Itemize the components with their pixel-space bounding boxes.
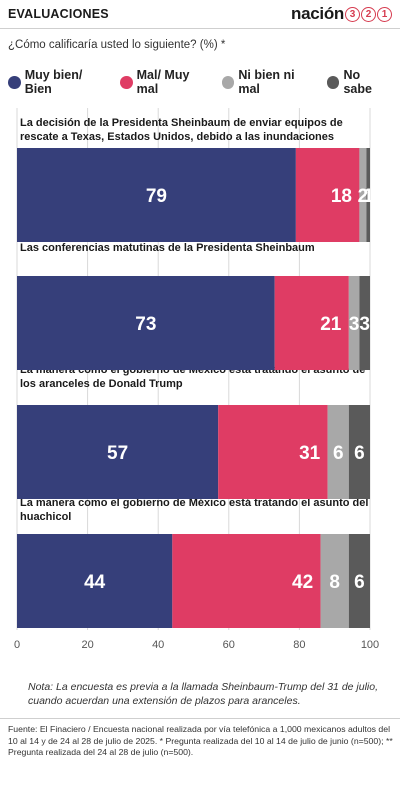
header: EVALUACIONES nación 3 2 1 xyxy=(0,0,400,30)
question-text: ¿Cómo calificaría usted lo siguiente? (%… xyxy=(8,39,226,51)
legend-item: No sabe xyxy=(326,68,391,96)
data-label: 6 xyxy=(354,443,365,464)
legend-label: No sabe xyxy=(343,68,372,96)
x-tick-label: 60 xyxy=(223,639,235,651)
legend-label: Mal/ Muy mal xyxy=(136,68,190,96)
data-label: 21 xyxy=(320,314,342,335)
category-label: La manera como el gobierno de México est… xyxy=(20,497,368,523)
category-label: Las conferencias matutinas de la Preside… xyxy=(20,242,315,254)
source-divider xyxy=(0,718,400,719)
bar-segment xyxy=(359,148,367,242)
header-divider xyxy=(0,28,400,29)
x-tick-label: 20 xyxy=(81,639,93,651)
x-tick-label: 0 xyxy=(14,639,20,651)
bar-segment xyxy=(17,534,173,628)
x-tick-label: 80 xyxy=(293,639,305,651)
brand-word: nación xyxy=(291,4,344,23)
legend-item: Mal/ Muy mal xyxy=(119,68,213,96)
data-label: 42 xyxy=(292,572,313,593)
bar-segment xyxy=(295,148,360,242)
source-text: Fuente: El Finaciero / Encuesta nacional… xyxy=(8,724,393,757)
bar-segment xyxy=(218,405,328,499)
data-label: 73 xyxy=(135,314,156,335)
legend-label: Ni bien ni mal xyxy=(238,68,295,96)
data-label: 6 xyxy=(333,443,344,464)
bar-segment xyxy=(17,148,296,242)
data-label: 6 xyxy=(354,572,365,593)
bar-segment xyxy=(359,276,370,370)
brand-digit: 2 xyxy=(361,6,376,22)
data-label: 44 xyxy=(84,572,106,593)
legend-swatch xyxy=(326,75,340,89)
category-label-line: La decisión de la Presidenta Sheinbaum d… xyxy=(20,117,343,129)
brand-logo: nación 3 2 1 xyxy=(291,4,392,24)
footnote: Nota: La encuesta es previa a la llamada… xyxy=(28,681,379,707)
bar-segment xyxy=(320,534,349,628)
category-label-line: La manera como el gobierno de México est… xyxy=(20,497,368,509)
bar-segment xyxy=(172,534,321,628)
data-label: 31 xyxy=(299,443,321,464)
category-label-line: los aranceles de Donald Trump xyxy=(20,378,183,390)
bar-segment xyxy=(348,276,360,370)
stacked-bar-chart: La decisión de la Presidenta Sheinbaum d… xyxy=(14,108,379,651)
legend-swatch xyxy=(119,75,133,89)
category-label-line: rescate a Texas, Estados Unidos, debido … xyxy=(20,131,334,143)
data-label: 18 xyxy=(331,186,352,207)
category-label-line: huachicol xyxy=(20,511,71,523)
category-label: La decisión de la Presidenta Sheinbaum d… xyxy=(20,117,343,143)
legend-item: Muy bien/ Bien xyxy=(8,68,111,96)
data-label: 57 xyxy=(107,443,128,464)
legend-item: Ni bien ni mal xyxy=(221,68,318,96)
category-label-line: Las conferencias matutinas de la Preside… xyxy=(20,242,315,254)
bar-segment xyxy=(327,405,349,499)
brand-digit: 1 xyxy=(377,6,392,22)
data-label: 3 xyxy=(359,314,370,335)
x-tick-label: 100 xyxy=(361,639,379,651)
header-title: EVALUACIONES xyxy=(8,7,109,21)
legend-label: Muy bien/ Bien xyxy=(24,68,83,96)
legend: Muy bien/ Bien Mal/ Muy mal Ni bien ni m… xyxy=(8,68,400,96)
data-label: 1 xyxy=(363,186,374,207)
bar-segment xyxy=(348,405,370,499)
legend-swatch xyxy=(8,75,21,89)
data-label: 2 xyxy=(358,186,369,207)
data-label: 8 xyxy=(329,572,340,593)
bar-segment xyxy=(17,405,219,499)
legend-swatch xyxy=(221,75,235,89)
bar-segment xyxy=(348,534,370,628)
bar-segment xyxy=(274,276,349,370)
brand-digit: 3 xyxy=(345,6,360,22)
bar-segment xyxy=(17,276,275,370)
bar-segment xyxy=(366,148,370,242)
data-label: 79 xyxy=(146,186,167,207)
x-tick-label: 40 xyxy=(152,639,164,651)
data-label: 3 xyxy=(349,314,360,335)
